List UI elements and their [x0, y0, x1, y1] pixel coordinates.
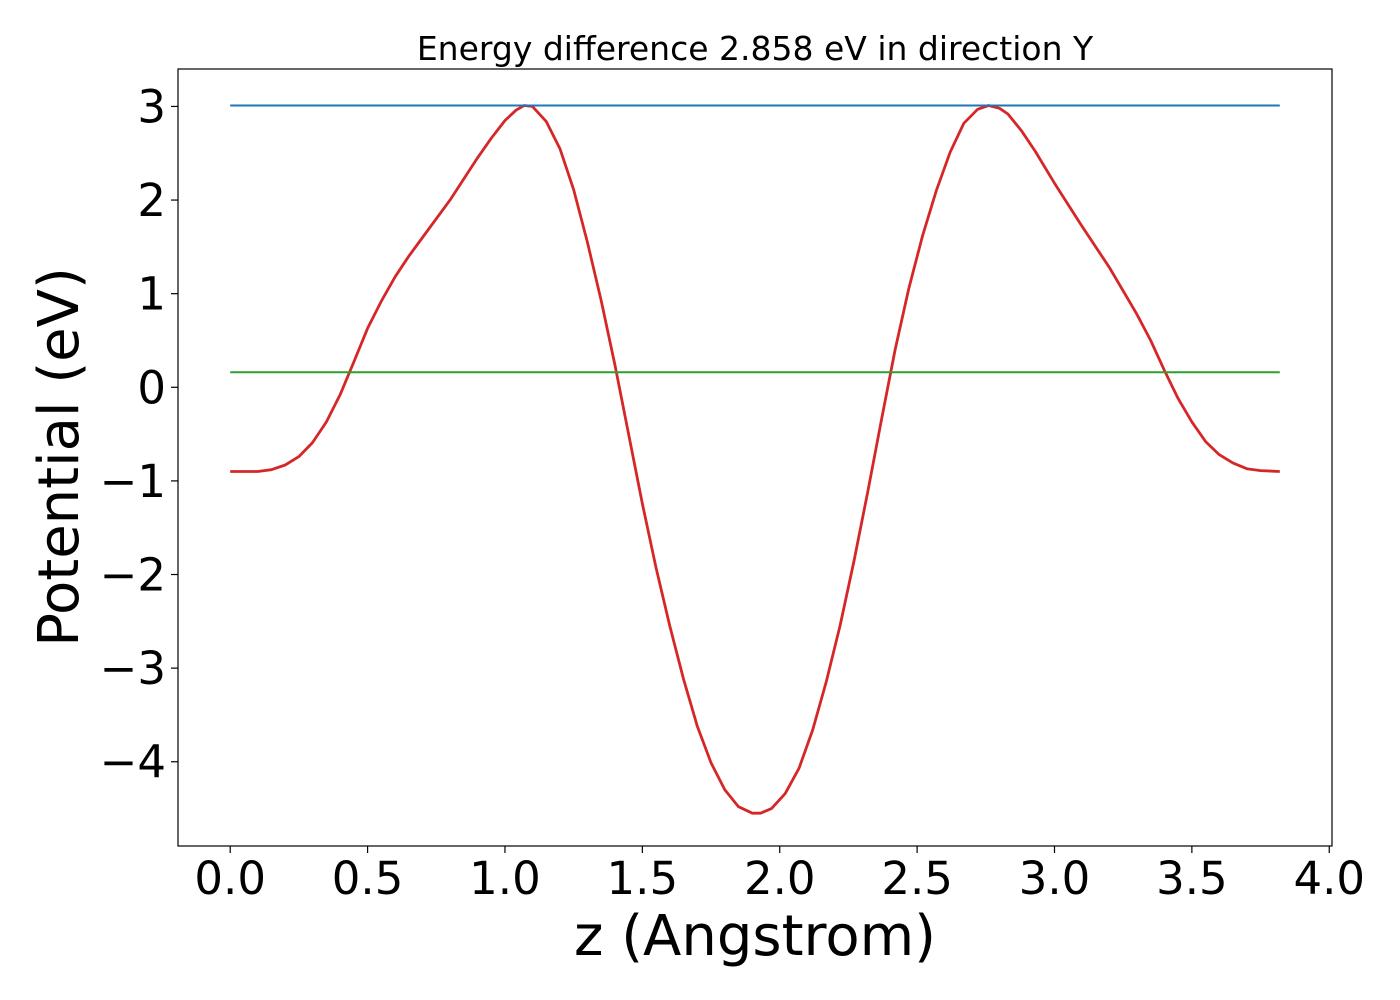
x-tick-label: 3.0	[1019, 852, 1091, 905]
x-tick-label: 2.0	[744, 852, 816, 905]
x-tick-label: 0.0	[194, 852, 266, 905]
y-tick-label: 2	[137, 174, 166, 227]
x-tick-label: 4.0	[1293, 852, 1365, 905]
x-tick-label: 2.5	[881, 852, 953, 905]
series-layer	[230, 104, 1280, 815]
y-tick-label: −4	[100, 736, 166, 789]
y-axis-label: Potential (eV)	[27, 267, 92, 647]
x-tick-label: 0.5	[332, 852, 404, 905]
x-axis-ticks: 0.0 0.5 1.0 1.5 2.0 2.5 3.0 3.5 4.0	[194, 846, 1365, 905]
x-tick-label: 1.0	[469, 852, 541, 905]
y-tick-label: −2	[100, 549, 166, 602]
y-tick-label: 3	[137, 80, 166, 133]
y-tick-label: 0	[137, 361, 166, 414]
x-axis-label: z (Angstrom)	[574, 904, 936, 969]
y-tick-label: 1	[137, 268, 166, 321]
y-tick-label: −3	[100, 642, 166, 695]
x-tick-label: 3.5	[1156, 852, 1228, 905]
y-tick-label: −1	[100, 455, 166, 508]
x-tick-label: 1.5	[607, 852, 679, 905]
y-axis-ticks: 3 2 1 0 −1 −2 −3 −4	[100, 80, 178, 789]
plot-frame	[177, 68, 1333, 847]
chart-title: Energy difference 2.858 eV in direction …	[417, 29, 1094, 68]
series-line-0	[230, 104, 1280, 815]
